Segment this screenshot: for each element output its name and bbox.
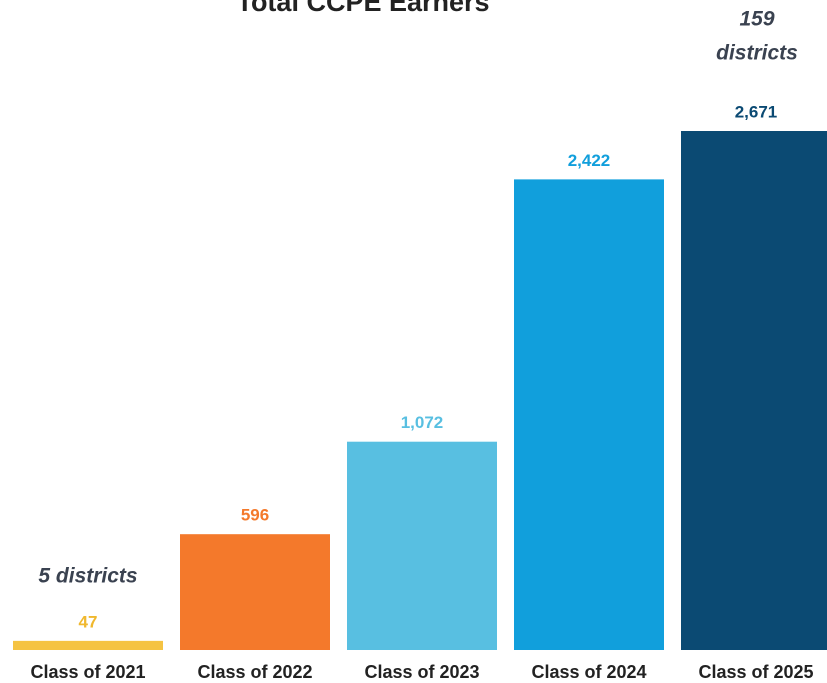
x-tick-label: Class of 2023 <box>364 662 479 682</box>
annotation: 159 <box>739 8 774 31</box>
x-tick-label: Class of 2024 <box>531 662 646 682</box>
bar <box>514 179 664 650</box>
bar <box>180 534 330 650</box>
bar <box>347 441 497 650</box>
annotation: 5 districts <box>38 565 137 588</box>
bar <box>13 640 163 650</box>
bar <box>681 131 827 650</box>
value-label: 2,422 <box>568 151 611 170</box>
x-tick-label: Class of 2021 <box>30 662 145 682</box>
x-tick-label: Class of 2022 <box>197 662 312 682</box>
chart-title: Total CCPE Earners <box>236 0 489 17</box>
value-label: 2,671 <box>735 102 778 121</box>
value-label: 47 <box>79 612 98 631</box>
value-label: 1,072 <box>401 413 444 432</box>
value-label: 596 <box>241 506 269 525</box>
annotation: districts <box>716 42 798 65</box>
x-tick-label: Class of 2025 <box>698 662 813 682</box>
